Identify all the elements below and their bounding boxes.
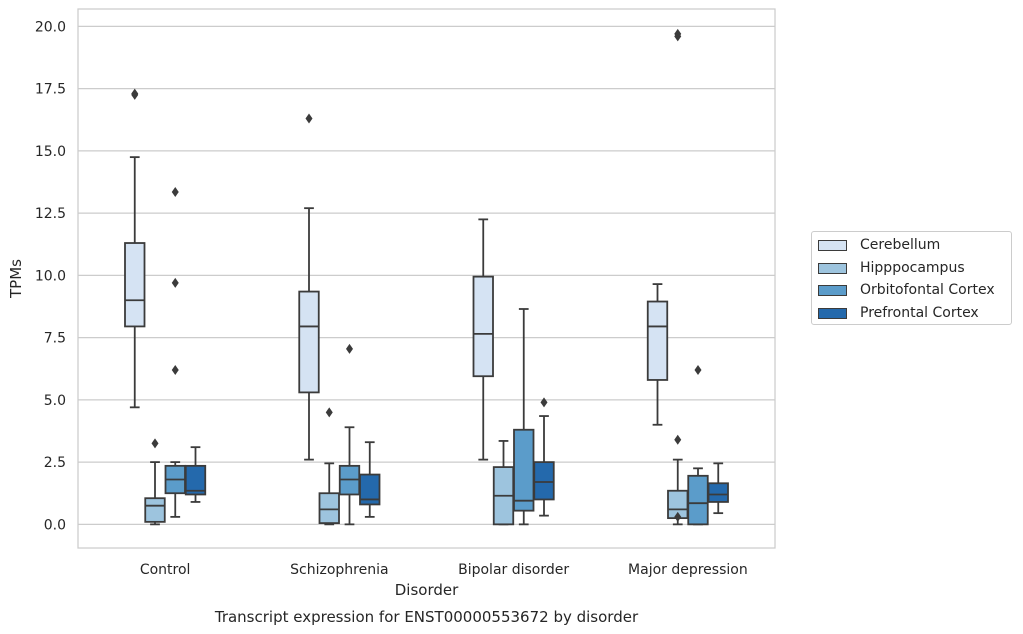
y-tick-label: 2.5 (44, 455, 66, 471)
legend-label: Orbitofontal Cortex (860, 282, 995, 298)
legend-swatch (818, 262, 847, 274)
y-tick-label: 10.0 (35, 268, 66, 284)
outlier-point (151, 438, 159, 449)
box (359, 473, 381, 506)
x-tick-label: Schizophrenia (290, 562, 388, 578)
box (707, 482, 729, 503)
legend-label: Cerebellum (860, 237, 941, 253)
outlier-point (674, 28, 682, 39)
box (318, 492, 340, 525)
legend-label: Hipppocampus (860, 260, 965, 276)
y-axis-title: TPMs (7, 259, 25, 299)
y-tick-labels: 0.0 2.5 5.0 7.5 10.0 12.5 15.0 17.5 20.0 (35, 19, 66, 533)
outlier-point (540, 397, 548, 408)
box (513, 428, 535, 512)
box (646, 300, 669, 381)
legend-item-orbitofrontal-cortex: Orbitofontal Cortex (818, 280, 995, 300)
x-tick-label: Bipolar disorder (458, 562, 569, 578)
outlier-point (171, 186, 179, 197)
outlier-point (325, 407, 333, 418)
outlier-point (171, 364, 179, 375)
y-tick-label: 0.0 (44, 517, 66, 533)
legend: Cerebellum Hipppocampus Orbitofontal Cor… (811, 231, 1012, 325)
box (472, 275, 494, 378)
legend-item-prefrontal-cortex: Prefrontal Cortex (818, 303, 979, 323)
outlier-point (131, 88, 139, 99)
box (184, 464, 207, 496)
outlier-point (305, 113, 313, 124)
x-tick-labels: Control Schizophrenia Bipolar disorder Majo… (140, 562, 748, 578)
gridlines (78, 25, 775, 525)
legend-item-hippocampus: Hipppocampus (818, 258, 965, 278)
y-tick-label: 12.5 (35, 206, 66, 222)
box (298, 290, 320, 394)
x-tick-label: Major depression (628, 562, 748, 578)
box (124, 242, 146, 328)
box (687, 474, 709, 526)
legend-swatch (818, 239, 847, 251)
outlier-point (674, 511, 682, 522)
outlier-point (346, 343, 353, 354)
box (144, 497, 166, 523)
outlier-point (694, 364, 702, 375)
y-tick-label: 7.5 (44, 331, 66, 347)
legend-item-cerebellum: Cerebellum (818, 235, 940, 255)
outlier-point (171, 277, 179, 288)
x-axis-title: Disorder (395, 581, 459, 599)
y-tick-label: 17.5 (35, 82, 66, 98)
legend-label: Prefrontal Cortex (860, 305, 979, 321)
box (533, 461, 555, 501)
plot-frame (77, 8, 776, 549)
boxes-layer (124, 28, 729, 526)
legend-swatch (818, 307, 847, 319)
legend-swatch (818, 284, 847, 296)
y-tick-label: 20.0 (35, 19, 66, 35)
chart-title: Transcript expression for ENST0000055367… (214, 608, 639, 626)
y-tick-label: 15.0 (35, 144, 66, 160)
y-tick-label: 5.0 (44, 393, 66, 409)
outlier-point (674, 434, 682, 445)
x-tick-label: Control (140, 562, 191, 578)
